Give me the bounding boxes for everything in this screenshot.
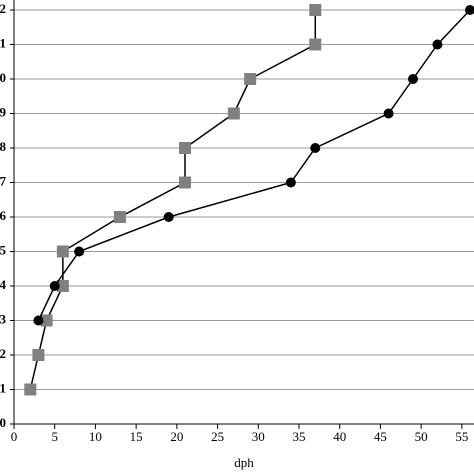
x-tick-label: 50 [415,429,428,444]
series-line [29,10,317,390]
y-tick-label: 6 [0,208,7,223]
circle-marker [408,74,418,84]
y-tick-label: 0 [0,415,6,430]
circle-marker [310,143,321,153]
plot-area [24,4,474,396]
circle-marker [33,315,44,326]
square-marker [56,280,69,292]
x-tick-label: 40 [333,429,346,444]
square-marker [32,349,45,361]
grid [14,9,474,425]
square-marker [113,211,126,223]
y-tick-label: 10 [0,70,6,85]
square-marker [244,73,257,85]
axes: 01234567891011120510152025303540455055 [0,0,474,444]
y-tick-label: 3 [0,311,7,326]
y-tick-label: 12 [0,1,6,16]
circle-marker [74,246,85,257]
circle-marker [163,212,174,222]
x-axis-label: dph [234,455,254,470]
y-tick-label: 11 [0,35,6,50]
y-tick-label: 4 [0,277,7,292]
x-tick-label: 10 [89,429,102,444]
square-marker [309,4,322,16]
x-tick-label: 20 [170,429,183,444]
y-tick-label: 2 [0,346,6,361]
series-line [37,9,471,321]
circle-marker [432,39,443,50]
x-tick-label: 35 [293,429,306,444]
x-tick-label: 45 [374,429,387,444]
y-tick-label: 8 [0,139,7,154]
x-tick-label: 15 [130,429,143,444]
x-tick-label: 0 [11,429,18,444]
square-marker [309,38,322,51]
x-tick-label: 55 [455,429,468,444]
circle-marker [49,281,60,291]
square-marker [179,176,191,189]
square-marker [40,314,53,327]
square-marker [179,142,191,154]
x-tick-label: 30 [252,429,265,444]
y-tick-label: 1 [0,380,6,395]
square-marker [227,107,240,120]
square-marker [24,383,37,396]
x-tick-label: 5 [51,429,58,444]
x-tick-label: 25 [211,429,224,444]
y-tick-label: 7 [0,173,7,188]
square-marker [56,245,69,258]
circle-marker [383,108,394,119]
circle-marker [285,177,296,188]
circle-marker [465,5,474,15]
y-tick-label: 5 [0,242,7,257]
y-tick-label: 9 [0,104,7,119]
